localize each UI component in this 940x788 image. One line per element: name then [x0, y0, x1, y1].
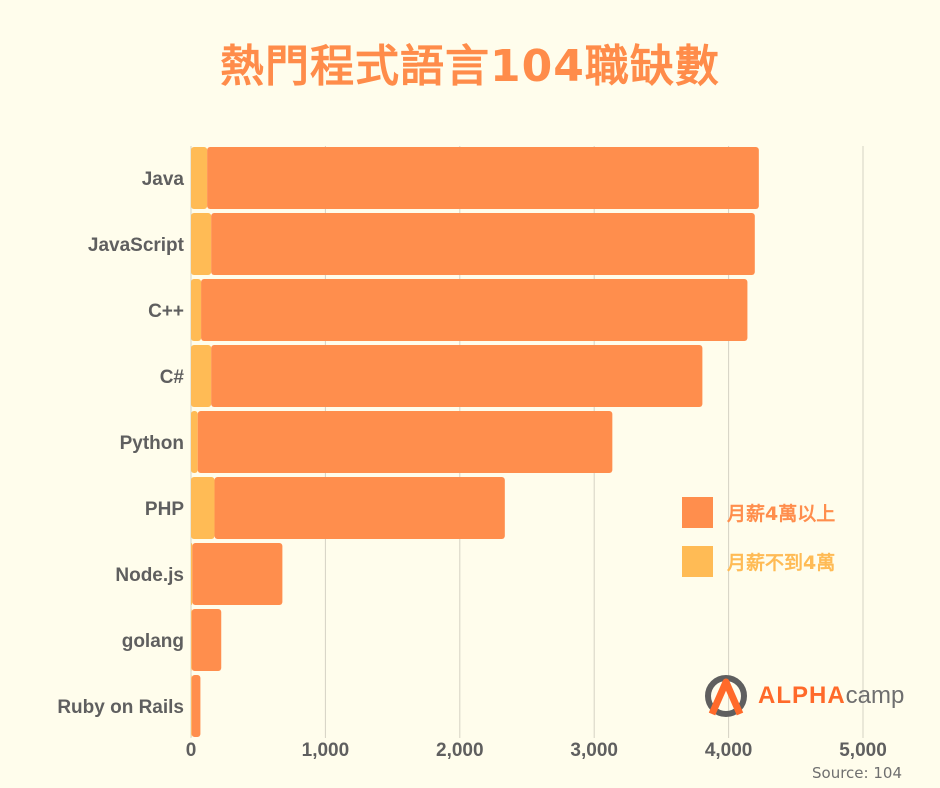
bar-javascript-series-0: [191, 213, 212, 275]
category-labels: Java JavaScript C++ C# Python PHP Node.js golan…: [57, 169, 184, 718]
chart-title: 熱門程式語言104職缺數: [220, 41, 720, 92]
category-label: Python: [120, 433, 184, 454]
bar-golang-series-0: [191, 609, 192, 671]
legend-item-above-40k: 月薪4萬以上: [682, 496, 835, 528]
x-tick-label: 5,000: [839, 740, 887, 761]
bars: [191, 147, 759, 737]
category-label: C#: [160, 367, 185, 388]
bar-c--series-1: [211, 345, 703, 407]
alpha-camp-logo: ALPHAcamp: [704, 674, 904, 718]
legend-item-below-40k: 月薪不到4萬: [682, 545, 835, 577]
x-tick-labels: 0 1,000 2,000 3,000 4,000 5,000: [186, 740, 887, 761]
x-tick-label: 0: [186, 740, 197, 761]
category-label: Node.js: [115, 565, 184, 586]
category-label: golang: [122, 631, 184, 652]
bar-c--series-1: [201, 279, 748, 341]
x-tick-label: 3,000: [570, 740, 618, 761]
legend-label-above-40k: 月薪4萬以上: [727, 502, 836, 525]
category-label: PHP: [145, 499, 184, 520]
bar-javascript-series-1: [211, 213, 755, 275]
bar-node-js-series-0: [191, 543, 193, 605]
legend-swatch-above-40k: [682, 496, 713, 528]
category-label: Ruby on Rails: [57, 697, 184, 718]
bar-python-series-0: [191, 411, 198, 473]
source-note: Source: 104: [812, 764, 902, 782]
x-tick-label: 1,000: [302, 740, 350, 761]
logo-camp-text: camp: [845, 682, 905, 709]
category-label: JavaScript: [88, 235, 185, 256]
bar-python-series-1: [197, 411, 613, 473]
bar-c--series-0: [191, 279, 202, 341]
alpha-camp-logo-icon: [705, 675, 747, 717]
category-label: C++: [148, 301, 184, 322]
category-label: Java: [142, 169, 185, 190]
legend-label-below-40k: 月薪不到4萬: [727, 551, 836, 574]
bar-java-series-0: [191, 147, 208, 209]
bar-java-series-1: [207, 147, 759, 209]
x-tick-label: 4,000: [705, 740, 753, 761]
bar-ruby-on-rails-series-0: [191, 675, 192, 737]
logo-alpha-text: ALPHA: [758, 682, 846, 709]
bar-php-series-1: [214, 477, 505, 539]
bar-php-series-0: [191, 477, 215, 539]
legend: 月薪4萬以上 月薪不到4萬: [682, 496, 835, 594]
bar-golang-series-1: [191, 609, 222, 671]
bar-ruby-on-rails-series-1: [191, 675, 201, 737]
bar-node-js-series-1: [192, 543, 283, 605]
legend-swatch-below-40k: [682, 545, 713, 577]
bar-c--series-0: [191, 345, 212, 407]
x-tick-label: 2,000: [436, 740, 484, 761]
